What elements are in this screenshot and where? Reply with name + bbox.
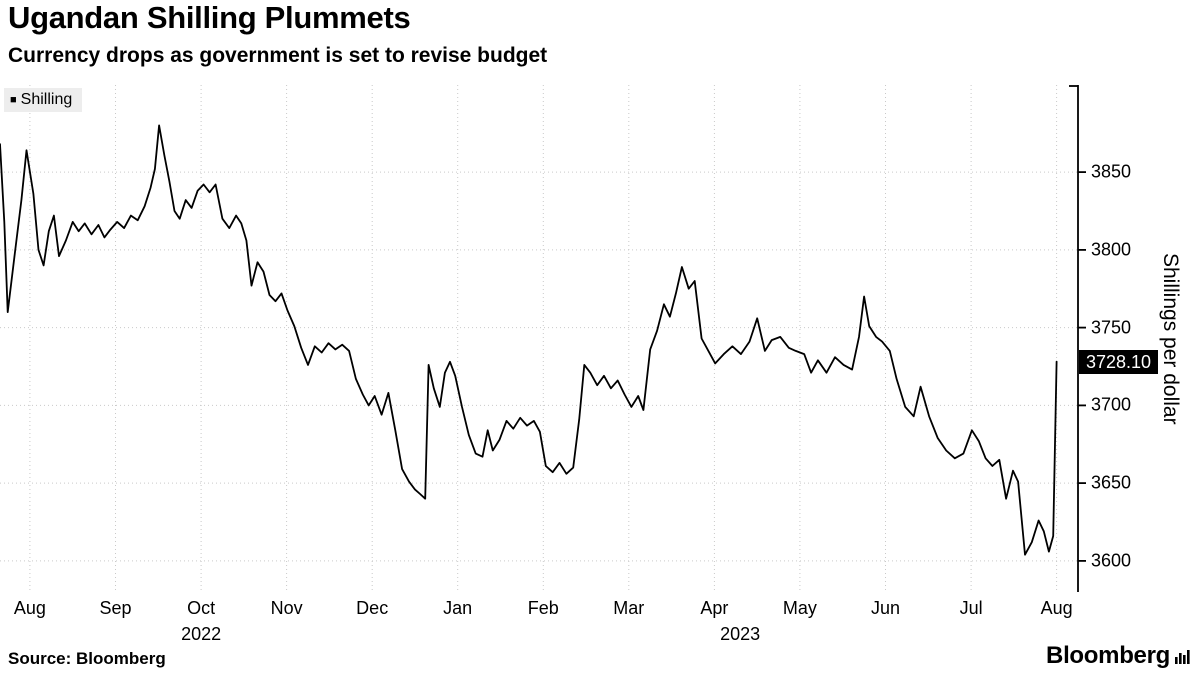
x-tick-label: Mar	[613, 598, 645, 618]
last-value-badge: 3728.10	[1079, 349, 1159, 374]
page-title: Ugandan Shilling Plummets	[8, 0, 411, 35]
x-tick-label: Aug	[1040, 598, 1073, 618]
page-subtitle: Currency drops as government is set to r…	[8, 44, 548, 67]
y-tick-label: 3700	[1091, 394, 1132, 415]
x-tick-label: Jun	[870, 598, 901, 618]
legend-chip: ■ Shilling	[4, 88, 83, 112]
y-tick-label: 3600	[1091, 550, 1132, 571]
legend-marker-icon: ■	[10, 94, 17, 106]
y-tick-label: 3650	[1091, 472, 1132, 493]
bloomberg-logo-icon	[1175, 650, 1190, 664]
x-tick-label: Apr	[700, 598, 729, 618]
x-tick-label: Dec	[356, 598, 389, 618]
x-tick-label: Jul	[959, 598, 983, 618]
x-tick-label: May	[782, 598, 817, 618]
year-label: 2022	[181, 624, 222, 644]
legend-label: Shilling	[20, 91, 73, 108]
x-tick-label: Jan	[443, 598, 473, 618]
x-tick-labels: Aug Sep Oct Nov Dec Jan Feb Mar Apr May Jun Jul Aug 2…	[0, 598, 1090, 650]
y-axis-title: Shillings per dollar	[1159, 252, 1182, 425]
y-tick-label: 3750	[1091, 317, 1132, 338]
source-credit: Source: Bloomberg	[8, 649, 166, 668]
bloomberg-wordmark: Bloomberg	[1046, 642, 1170, 669]
bloomberg-brand: Bloomberg	[1046, 642, 1190, 670]
x-tick-label: Oct	[187, 598, 216, 618]
x-tick-label: Sep	[99, 598, 132, 618]
y-tick-label: 3800	[1091, 239, 1132, 260]
year-label: 2023	[720, 624, 761, 644]
x-tick-label: Aug	[13, 598, 46, 618]
y-tick-label: 3850	[1091, 161, 1132, 182]
plot-svg	[0, 85, 1086, 592]
x-tick-label: Feb	[527, 598, 559, 618]
x-tick-label: Nov	[270, 598, 303, 618]
chart-plot-area	[0, 85, 1090, 592]
